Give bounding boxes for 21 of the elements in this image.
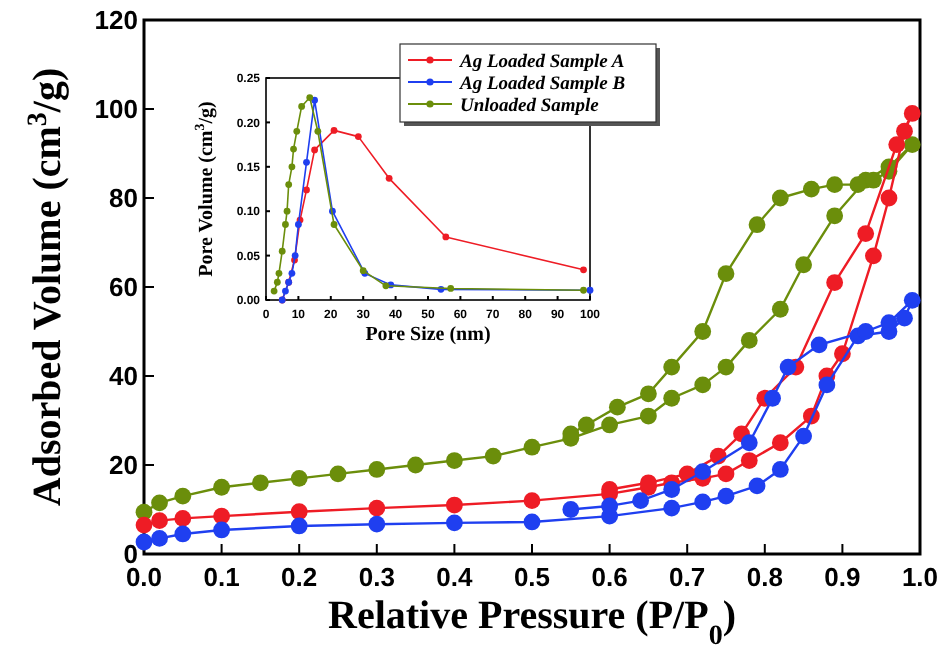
legend-label: Unloaded Sample [460,97,601,117]
x-tick-label: 0.5 [513,562,551,592]
x-tick-label: 0.8 [746,562,783,592]
x-tick-label: 0.1 [203,562,240,592]
y-tick-label: 120 [94,5,138,36]
x-tick-label: 1.0 [901,562,939,592]
legend-label: Ag Loaded Sample A [458,53,625,73]
x-tick-label: 0.6 [591,562,628,592]
y-tick-label: 20 [109,450,138,481]
x-axis-title: Relative Pressure (P/P$_{0}$) [328,594,736,651]
x-axis-title: Pore Size (nm) [365,324,491,346]
x-tick-label: 0.3 [358,562,395,592]
x-tick-label: 0.7 [669,562,706,592]
y-tick-label: 100 [94,94,138,125]
x-tick-label: 0.9 [824,562,861,592]
y-tick-label: 80 [109,183,138,214]
x-tick-label: 0.2 [281,562,318,592]
x-tick-label: 0.4 [436,562,475,592]
y-tick-label: 60 [109,272,138,303]
legend-label: Ag Loaded Sample B [458,75,626,95]
y-tick-label: 40 [109,361,138,392]
